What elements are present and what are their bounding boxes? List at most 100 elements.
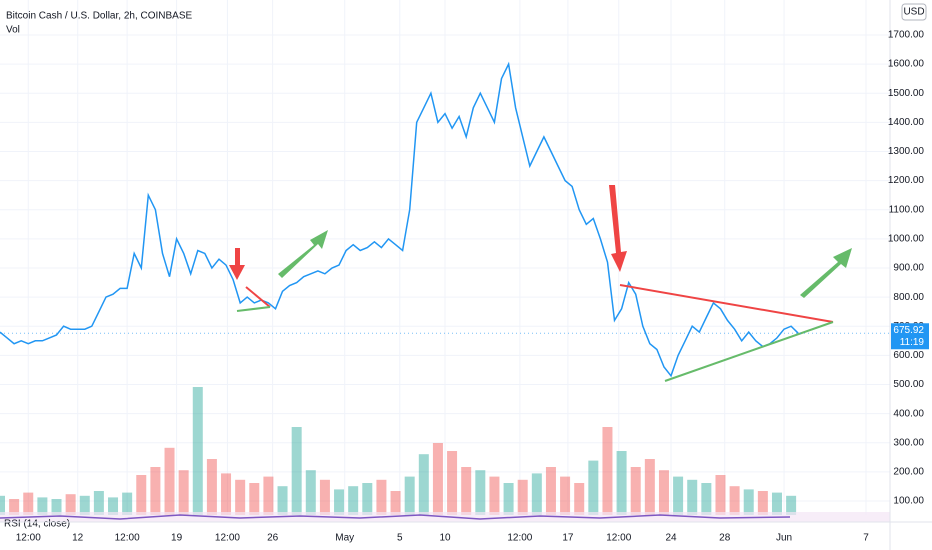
volume-bar bbox=[37, 497, 48, 515]
volume-bar bbox=[122, 492, 133, 515]
y-tick-label: 400.00 bbox=[893, 408, 924, 419]
volume-bar bbox=[376, 479, 387, 515]
y-tick-label: 500.00 bbox=[893, 379, 924, 390]
last-price: 675.92 bbox=[893, 325, 924, 336]
volume-bar bbox=[616, 451, 627, 515]
volume-bar bbox=[729, 486, 740, 515]
volume-bar bbox=[418, 454, 429, 515]
x-tick-label: 12:00 bbox=[115, 533, 140, 544]
volume-bar bbox=[51, 499, 62, 515]
volume-bar bbox=[588, 460, 599, 515]
volume-bar bbox=[461, 467, 472, 515]
volume-bar bbox=[687, 479, 698, 515]
x-tick-label: 5 bbox=[397, 533, 403, 544]
volume-label: Vol bbox=[6, 25, 20, 36]
volume-bar bbox=[560, 476, 571, 515]
y-tick-label: 1400.00 bbox=[888, 117, 925, 128]
volume-bar bbox=[0, 495, 5, 515]
volume-bar bbox=[404, 476, 415, 515]
volume-bar bbox=[305, 470, 316, 515]
x-tick-label: 17 bbox=[562, 533, 574, 544]
volume-bar bbox=[475, 470, 486, 515]
price-line bbox=[0, 61, 799, 378]
currency-badge[interactable] bbox=[901, 3, 927, 21]
volume-bar bbox=[390, 491, 401, 515]
y-tick-label: 1200.00 bbox=[888, 175, 925, 186]
volume-bar bbox=[164, 447, 175, 515]
y-tick-label: 200.00 bbox=[893, 467, 924, 478]
volume-bar bbox=[644, 459, 655, 515]
x-tick-label: 12 bbox=[72, 533, 84, 544]
volume-bar bbox=[23, 492, 34, 515]
arrow bbox=[800, 248, 852, 298]
volume-bar bbox=[545, 467, 556, 515]
trendline bbox=[619, 284, 834, 323]
volume-bar bbox=[108, 497, 119, 515]
y-tick-label: 300.00 bbox=[893, 437, 924, 448]
price-pane bbox=[0, 61, 799, 378]
x-tick-label: 10 bbox=[439, 533, 451, 544]
volume-bar bbox=[503, 483, 514, 515]
arrow bbox=[278, 230, 328, 278]
volume-bar bbox=[531, 473, 542, 515]
arrow bbox=[229, 248, 245, 280]
trendline bbox=[236, 306, 271, 312]
y-tick-label: 1300.00 bbox=[888, 146, 925, 157]
volume-bar bbox=[263, 476, 274, 515]
volume-bar bbox=[65, 494, 76, 515]
volume-bar bbox=[93, 491, 104, 515]
volume-bar bbox=[447, 451, 458, 515]
x-tick-label: 12:00 bbox=[507, 533, 532, 544]
x-tick-label: May bbox=[335, 533, 354, 544]
chart-title: Bitcoin Cash / U.S. Dollar, 2h, COINBASE bbox=[6, 11, 193, 22]
volume-pane bbox=[0, 387, 797, 515]
volume-bar bbox=[334, 489, 345, 515]
volume-bar bbox=[673, 476, 684, 515]
y-tick-label: 1000.00 bbox=[888, 233, 925, 244]
arrow bbox=[609, 185, 627, 272]
x-tick-label: 28 bbox=[719, 533, 731, 544]
rsi-line bbox=[0, 514, 791, 520]
volume-bar bbox=[319, 479, 330, 515]
volume-bar bbox=[658, 470, 669, 515]
volume-bar bbox=[757, 491, 768, 515]
volume-bar bbox=[743, 489, 754, 515]
y-tick-label: 900.00 bbox=[893, 263, 924, 274]
volume-bar bbox=[348, 486, 359, 515]
volume-bar bbox=[517, 479, 528, 515]
y-tick-label: 100.00 bbox=[893, 496, 924, 507]
volume-bar bbox=[574, 483, 585, 515]
x-tick-label: 19 bbox=[171, 533, 183, 544]
x-tick-label: 12:00 bbox=[16, 533, 41, 544]
volume-bar bbox=[362, 483, 373, 515]
volume-bar bbox=[701, 483, 712, 515]
y-tick-label: 1700.00 bbox=[888, 30, 925, 41]
volume-bar bbox=[489, 476, 500, 515]
x-tick-label: 24 bbox=[665, 533, 677, 544]
x-tick-label: Jun bbox=[776, 533, 792, 544]
volume-bar bbox=[771, 492, 782, 515]
volume-bar bbox=[277, 486, 288, 515]
x-tick-label: 12:00 bbox=[606, 533, 631, 544]
volume-bar bbox=[150, 467, 161, 515]
currency: USD bbox=[903, 7, 924, 18]
volume-bar bbox=[432, 443, 443, 515]
trendline bbox=[245, 286, 271, 308]
volume-bar bbox=[786, 495, 797, 515]
x-tick-label: 26 bbox=[267, 533, 279, 544]
volume-bar bbox=[136, 475, 147, 515]
volume-bar bbox=[9, 499, 20, 515]
volume-bar bbox=[602, 427, 613, 515]
volume-bar bbox=[79, 495, 90, 515]
volume-bar bbox=[715, 475, 726, 515]
volume-bar bbox=[178, 470, 189, 515]
volume-bar bbox=[291, 427, 302, 515]
volume-bar bbox=[630, 467, 641, 515]
rsi-label: RSI (14, close) bbox=[4, 519, 70, 530]
y-tick-label: 1100.00 bbox=[889, 204, 925, 215]
y-tick-label: 1600.00 bbox=[888, 59, 925, 70]
x-tick-label: 7 bbox=[863, 533, 869, 544]
drawings bbox=[229, 185, 852, 382]
x-tick-label: 12:00 bbox=[215, 533, 240, 544]
